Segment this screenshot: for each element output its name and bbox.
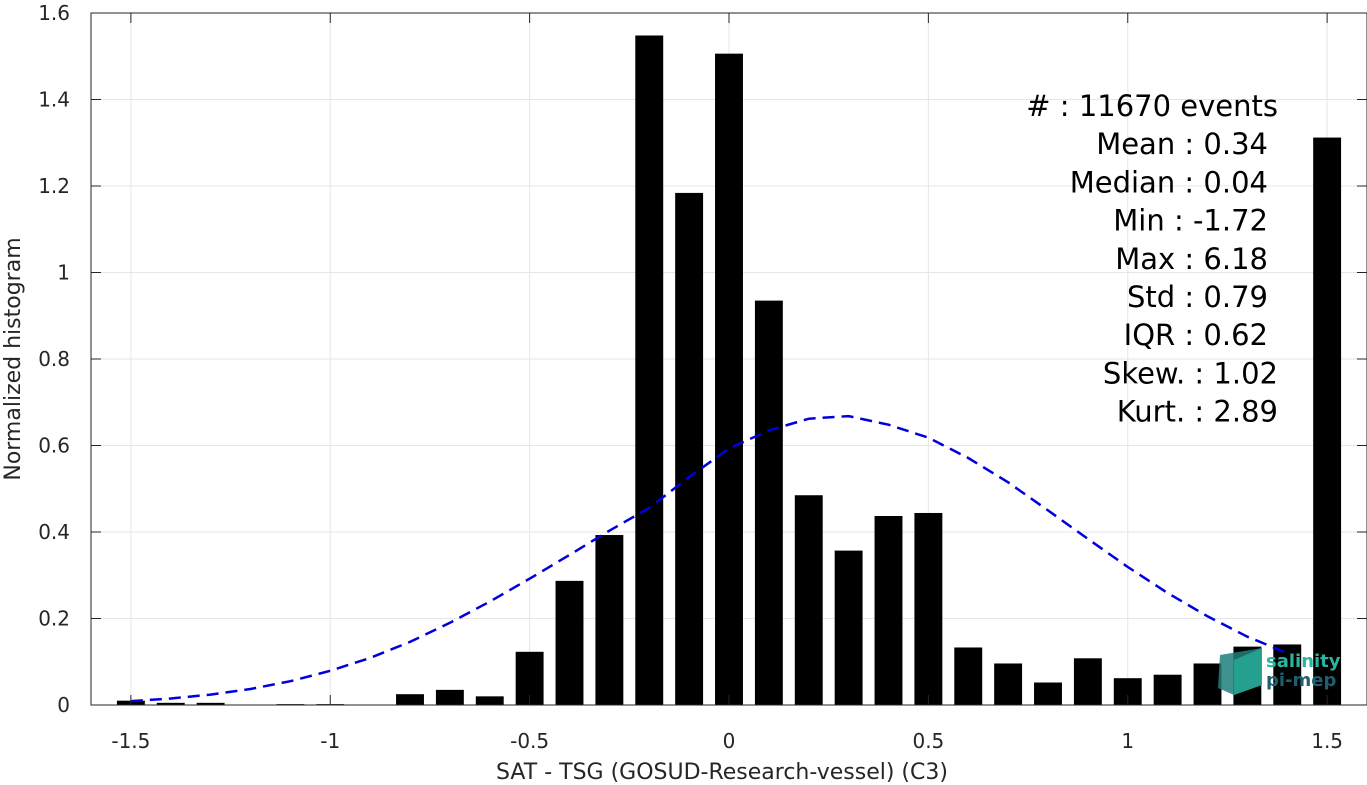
statistics-panel: # : 11670 events Mean : 0.34 Median : 0.04… — [1026, 89, 1278, 429]
y-tick-label: 1.4 — [38, 88, 70, 112]
x-axis-label: SAT - TSG (GOSUD-Research-vessel) (C3) — [496, 760, 948, 785]
histogram-bar — [675, 192, 704, 706]
stat-separator: : — [1051, 89, 1079, 123]
x-tick-label: -0.5 — [510, 729, 549, 753]
y-tick-label: 1.2 — [38, 174, 70, 198]
x-tick-label: 0 — [723, 729, 736, 753]
histogram-bar — [954, 647, 983, 705]
salinity-pi-mep-logo: salinity pi-mep — [1218, 648, 1341, 695]
y-axis-label: Normalized histogram — [1, 237, 26, 480]
stat-value: 2.89 — [1213, 395, 1278, 429]
stat-label: Max — [1115, 242, 1175, 276]
stat-line: IQR : 0.62 — [1124, 318, 1268, 352]
histogram-bar — [914, 512, 943, 705]
y-tick-label: 0.4 — [38, 520, 70, 544]
y-tick-label: 0.8 — [38, 347, 70, 371]
stat-label: # — [1026, 89, 1050, 123]
stat-value: -1.72 — [1193, 204, 1268, 238]
histogram-bar — [635, 35, 664, 706]
x-tick-labels: -1.5 -1 -0.5 0 0.5 1 1.5 — [111, 729, 1343, 753]
stat-label: IQR — [1124, 318, 1176, 352]
histogram-bar — [595, 535, 624, 705]
stat-line: Median : 0.04 — [1070, 165, 1268, 199]
histogram-bar — [156, 702, 185, 705]
y-tick-label: 0.6 — [38, 434, 70, 458]
histogram-bar — [1193, 663, 1222, 705]
histogram-bar — [1313, 137, 1342, 705]
histogram-bar — [435, 689, 464, 705]
stat-label: Min — [1113, 204, 1164, 238]
stat-label: Skew. — [1103, 356, 1185, 390]
stat-line: Kurt. : 2.89 — [1117, 395, 1278, 429]
histogram-bar — [715, 53, 743, 705]
stat-separator: : — [1175, 165, 1203, 199]
stat-separator: : — [1165, 204, 1193, 238]
stat-line: Skew. : 1.02 — [1103, 356, 1278, 390]
histogram-bar — [1273, 644, 1302, 705]
x-tick-label: -1.5 — [111, 729, 150, 753]
histogram-bar — [874, 515, 903, 705]
stat-value: 6.18 — [1203, 242, 1268, 276]
x-tick-label: -1 — [320, 729, 340, 753]
stat-label: Mean — [1096, 127, 1175, 161]
stat-line: Max : 6.18 — [1115, 242, 1268, 276]
normal-fit-curve — [130, 414, 1288, 703]
stat-label: Std — [1127, 280, 1175, 314]
histogram-bars — [116, 35, 1342, 706]
y-tick-label: 1 — [57, 261, 70, 285]
x-tick-label: 1.5 — [1311, 729, 1343, 753]
stat-value: 11670 events — [1079, 89, 1278, 123]
histogram-bar — [794, 495, 823, 705]
stat-value: 0.62 — [1203, 318, 1268, 352]
stat-line: # : 11670 events — [1026, 89, 1278, 123]
stat-line: Mean : 0.34 — [1096, 127, 1268, 161]
stat-label: Kurt. — [1117, 395, 1185, 429]
stat-separator: : — [1175, 280, 1203, 314]
histogram-bar — [475, 696, 504, 705]
histogram-bar — [1073, 658, 1102, 705]
logo-line1: salinity — [1266, 651, 1341, 672]
stat-label: Median — [1070, 165, 1175, 199]
stat-value: 1.02 — [1213, 356, 1278, 390]
stat-separator: : — [1175, 242, 1203, 276]
stat-separator: : — [1175, 318, 1203, 352]
y-tick-label: 0 — [57, 693, 70, 717]
y-tick-label: 1.6 — [38, 1, 70, 25]
x-tick-label: 0.5 — [912, 729, 944, 753]
y-tick-labels: 0 0.2 0.4 0.6 0.8 1 1.2 1.4 1.6 — [38, 1, 70, 717]
plot-axes — [90, 12, 1367, 706]
stat-line: Min : -1.72 — [1113, 204, 1268, 238]
histogram-bar — [1153, 674, 1182, 705]
stat-value: 0.79 — [1203, 280, 1268, 314]
stat-line: Std : 0.79 — [1127, 280, 1268, 314]
histogram-bar — [834, 550, 863, 705]
y-tick-label: 0.2 — [38, 607, 70, 631]
stat-separator: : — [1185, 395, 1213, 429]
histogram-bar — [196, 702, 225, 705]
stat-separator: : — [1175, 127, 1203, 161]
histogram-bar — [994, 663, 1023, 705]
logo-line2: pi-mep — [1266, 670, 1336, 691]
histogram-bar — [396, 694, 424, 705]
x-tick-label: 1 — [1121, 729, 1134, 753]
stat-separator: : — [1185, 356, 1213, 390]
stat-value: 0.34 — [1203, 127, 1268, 161]
histogram-bar — [754, 300, 783, 705]
logo-cube-shade — [1234, 648, 1262, 695]
histogram-bar — [555, 580, 584, 705]
stat-value: 0.04 — [1203, 165, 1268, 199]
histogram-bar — [1034, 682, 1062, 705]
